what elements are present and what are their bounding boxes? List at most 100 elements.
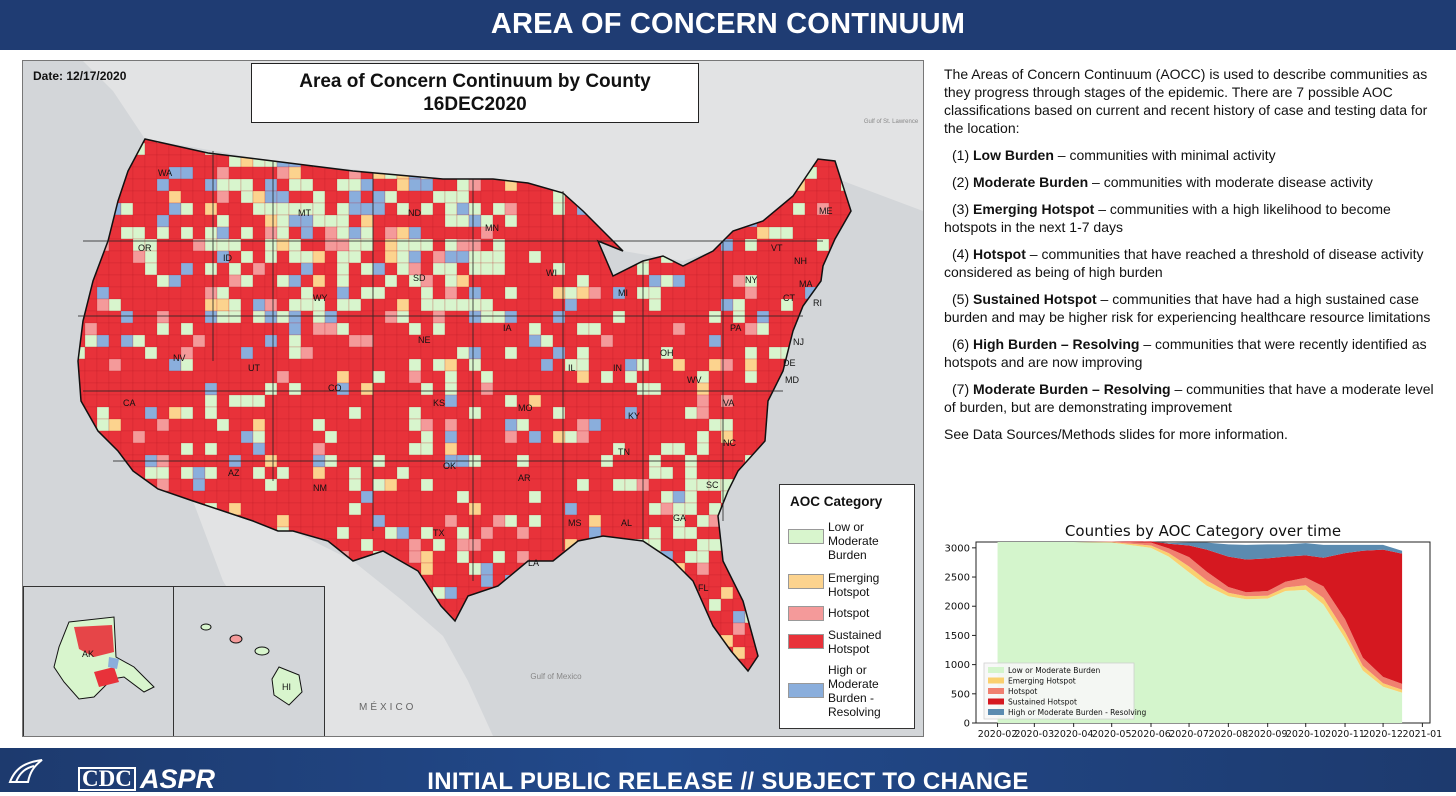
county-cell [240, 382, 254, 396]
county-cell [300, 190, 314, 204]
county-cell [768, 334, 782, 348]
aoc-class-item: (2) Moderate Burden – communities with m… [944, 173, 1444, 191]
county-cell [168, 202, 182, 216]
county-cell [276, 178, 290, 192]
county-cell [216, 478, 230, 492]
aoc-class-term: Moderate Burden – Resolving [973, 381, 1171, 397]
county-cell [396, 442, 410, 456]
county-cell [156, 310, 170, 324]
county-cell [780, 442, 794, 456]
county-cell [132, 226, 146, 240]
county-cell [252, 202, 266, 216]
county-cell [660, 358, 674, 372]
county-cell [516, 514, 530, 528]
county-cell [228, 406, 242, 420]
county-cell [96, 178, 110, 192]
county-cell [384, 334, 398, 348]
county-cell [853, 287, 865, 299]
county-cell [480, 490, 494, 504]
county-cell [96, 346, 110, 360]
county-cell [468, 322, 482, 336]
county-cell [252, 262, 266, 276]
aoc-class-text: – communities with moderate disease acti… [1088, 174, 1373, 190]
county-cell [732, 298, 746, 312]
county-cell [120, 550, 134, 564]
county-cell [108, 490, 122, 504]
county-cell [768, 454, 782, 468]
county-cell [240, 274, 254, 288]
county-cell [612, 574, 626, 588]
county-cell [456, 202, 470, 216]
county-cell [504, 514, 518, 528]
county-cell [504, 298, 518, 312]
county-cell [360, 490, 374, 504]
county-cell [420, 394, 434, 408]
map-legend: AOC Category Low or Moderate Burden Emer… [779, 484, 915, 729]
county-cell [78, 202, 86, 216]
county-cell [108, 139, 122, 144]
county-cell [744, 346, 758, 360]
county-cell [420, 190, 434, 204]
county-cell [444, 370, 458, 384]
county-cell [576, 310, 590, 324]
county-cell [528, 430, 542, 444]
county-cell [192, 154, 206, 168]
chart-legend-label: High or Moderate Burden - Resolving [1008, 708, 1147, 717]
county-cell [432, 562, 446, 576]
county-cell [456, 466, 470, 480]
county-cell [276, 286, 290, 300]
county-cell [720, 586, 734, 600]
county-cell [84, 310, 98, 324]
county-cell [192, 406, 206, 420]
county-cell [576, 586, 590, 600]
county-cell [636, 622, 650, 636]
county-cell [540, 490, 554, 504]
county-cell [840, 466, 851, 480]
county-cell [612, 274, 626, 288]
county-cell [168, 310, 182, 324]
county-cell [600, 562, 614, 576]
county-cell [84, 526, 98, 540]
county-cell [588, 286, 602, 300]
county-cell [456, 178, 470, 192]
county-cell [420, 178, 434, 192]
county-cell [144, 310, 158, 324]
county-cell [168, 286, 182, 300]
state-label-ak: AK [82, 649, 94, 659]
county-cell [96, 562, 110, 576]
county-cell [468, 610, 482, 624]
county-cell [264, 358, 278, 372]
county-cell [853, 371, 865, 383]
county-cell [528, 262, 542, 276]
county-cell [444, 214, 458, 228]
county-cell [180, 166, 194, 180]
county-cell [252, 310, 266, 324]
county-cell [84, 334, 98, 348]
county-cell [648, 298, 662, 312]
county-cell [204, 226, 218, 240]
county-cell [648, 334, 662, 348]
county-cell [168, 322, 182, 336]
county-cell [132, 370, 146, 384]
county-cell [756, 502, 770, 516]
area-series-3 [997, 541, 1403, 684]
county-cell [108, 538, 122, 552]
county-cell [744, 298, 758, 312]
county-cell [576, 658, 590, 671]
county-cell [324, 442, 338, 456]
county-cell [528, 346, 542, 360]
hawaii-map: HI [200, 623, 303, 706]
county-cell [348, 322, 362, 336]
county-cell [516, 370, 530, 384]
county-cell [432, 442, 446, 456]
county-cell [792, 442, 806, 456]
county-cell [420, 586, 434, 600]
county-cell [804, 418, 818, 432]
county-cell [528, 418, 542, 432]
legend-label-low: Low or Moderate Burden [828, 520, 879, 562]
county-cell [588, 370, 602, 384]
county-cell [228, 202, 242, 216]
county-cell [756, 670, 770, 671]
county-cell [468, 526, 482, 540]
county-cell [684, 646, 698, 660]
